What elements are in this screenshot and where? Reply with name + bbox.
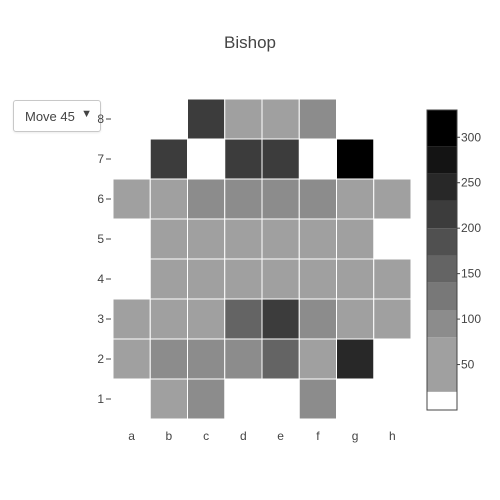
heatmap-cell-a3 <box>112 298 151 340</box>
heatmap-cell-d3 <box>224 298 263 340</box>
colorbar-band <box>427 282 457 310</box>
heatmap-cell-d6 <box>224 178 263 220</box>
colorbar-band <box>427 255 457 283</box>
heatmap-cell-d5 <box>224 218 263 260</box>
heatmap-cell-f6 <box>298 178 337 220</box>
heatmap-cell-c5 <box>187 218 226 260</box>
colorbar-band <box>427 337 457 392</box>
colorbar-band <box>427 391 457 410</box>
x-tick-label: e <box>277 429 284 443</box>
heatmap-cell-d7 <box>224 138 263 180</box>
heatmap-cell-g5 <box>336 218 375 260</box>
colorbar-band <box>427 110 457 147</box>
heatmap-cell-f4 <box>298 258 337 300</box>
heatmap-cell-d4 <box>224 258 263 300</box>
chart-title: Bishop <box>224 33 276 52</box>
x-tick-label: g <box>352 429 359 443</box>
heatmap-cell-d2 <box>224 338 263 380</box>
x-axis-ticks: a b c d e f g h <box>128 429 395 443</box>
heatmap-cell-f3 <box>298 298 337 340</box>
heatmap-cell-d8 <box>224 98 263 140</box>
heatmap-cell-b3 <box>149 298 188 340</box>
colorbar-tick-label: 250 <box>461 176 481 190</box>
colorbar-tick-label: 200 <box>461 221 481 235</box>
y-tick-label: 4 <box>97 272 104 286</box>
heatmap-cell-g4 <box>336 258 375 300</box>
colorbar-band <box>427 173 457 201</box>
heatmap-cell-b4 <box>149 258 188 300</box>
x-tick-label: d <box>240 429 247 443</box>
heatmap-cell-h4 <box>373 258 412 300</box>
heatmap-cell-f5 <box>298 218 337 260</box>
y-tick-label: 3 <box>97 312 104 326</box>
heatmap-cell-b2 <box>149 338 188 380</box>
heatmap-cell-c4 <box>187 258 226 300</box>
heatmap-cell-c1 <box>187 378 226 420</box>
colorbar-tick-label: 100 <box>461 312 481 326</box>
heatmap-cell-f1 <box>298 378 337 420</box>
heatmap-cell-c3 <box>187 298 226 340</box>
heatmap-cell-e5 <box>261 218 300 260</box>
heatmap-cell-c6 <box>187 178 226 220</box>
heatmap-cell-e6 <box>261 178 300 220</box>
heatmap-cell-b6 <box>149 178 188 220</box>
heatmap-cell-e2 <box>261 338 300 380</box>
heatmap-cell-g3 <box>336 298 375 340</box>
move-dropdown-label: Move 45 <box>25 109 75 124</box>
heatmap-cell-g7 <box>336 138 375 180</box>
heatmap-cell-e8 <box>261 98 300 140</box>
y-tick-label: 7 <box>97 152 104 166</box>
heatmap-cell-f2 <box>298 338 337 380</box>
y-tick-label: 6 <box>97 192 104 206</box>
heatmap-cell-b5 <box>149 218 188 260</box>
y-tick-label: 1 <box>97 392 104 406</box>
colorbar-band <box>427 310 457 338</box>
colorbar-band <box>427 146 457 174</box>
heatmap-cell-b7 <box>149 138 188 180</box>
triangle-down-icon: ▼ <box>81 108 92 120</box>
heatmap-cell-a2 <box>112 338 151 380</box>
heatmap-cell-e7 <box>261 138 300 180</box>
colorbar-tick-label: 300 <box>461 130 481 144</box>
y-tick-label: 2 <box>97 352 104 366</box>
heatmap-cell-h6 <box>373 178 412 220</box>
x-tick-label: f <box>316 429 320 443</box>
heatmap-cell-g2 <box>336 338 375 380</box>
colorbar: 50 100 150 200 250 300 <box>426 109 481 411</box>
heatmap-cell-e4 <box>261 258 300 300</box>
heatmap-cells <box>112 98 412 420</box>
x-tick-label: b <box>166 429 173 443</box>
heatmap-cell-f8 <box>298 98 337 140</box>
heatmap-cell-a6 <box>112 178 151 220</box>
heatmap-cell-g6 <box>336 178 375 220</box>
x-tick-label: a <box>128 429 135 443</box>
heatmap-cell-c2 <box>187 338 226 380</box>
y-axis-ticks: 1 2 3 4 5 6 7 8 <box>97 112 111 406</box>
y-tick-label: 8 <box>97 112 104 126</box>
heatmap-cell-e3 <box>261 298 300 340</box>
move-dropdown[interactable]: Move 45 ▼ <box>13 100 101 132</box>
colorbar-tick-label: 150 <box>461 267 481 281</box>
heatmap-cell-h3 <box>373 298 412 340</box>
x-tick-label: h <box>389 429 396 443</box>
colorbar-outline <box>426 109 458 411</box>
colorbar-band <box>427 200 457 229</box>
colorbar-tick-label: 50 <box>461 358 475 372</box>
heatmap-cell-c8 <box>187 98 226 140</box>
y-tick-label: 5 <box>97 232 104 246</box>
heatmap-cell-b1 <box>149 378 188 420</box>
colorbar-band <box>427 228 457 256</box>
x-tick-label: c <box>203 429 209 443</box>
